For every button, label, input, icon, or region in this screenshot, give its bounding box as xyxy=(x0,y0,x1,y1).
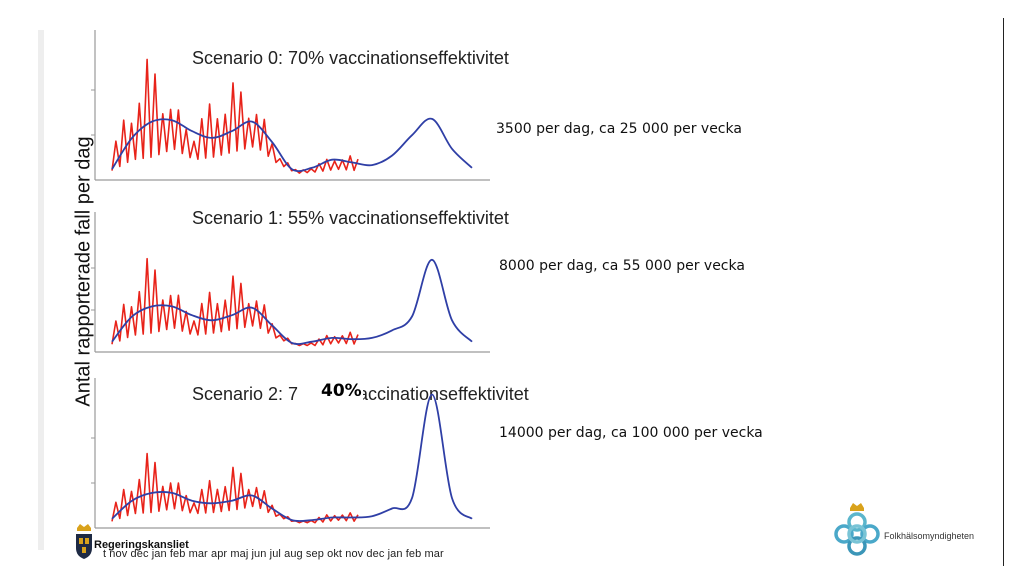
right-border-line xyxy=(1003,18,1004,566)
model-curve-2 xyxy=(111,393,473,522)
model-curve-0 xyxy=(111,117,473,172)
x-axis-month-labels: t nov dec jan feb mar apr maj jun jul au… xyxy=(103,548,444,560)
y-axis-label: Antal rapporterade fall per dag xyxy=(72,136,95,407)
model-curve-1 xyxy=(111,258,473,345)
crown-shield-icon xyxy=(76,524,92,559)
observed-cases-line-0 xyxy=(111,58,359,174)
chart-title-0: Scenario 0: 70% vaccinationseffektivitet xyxy=(192,48,509,68)
regeringskansliet-logo-text: Regeringskansliet xyxy=(94,539,189,551)
chart-title-rest-2: accinationseffektivitet xyxy=(358,384,529,404)
annotation-scenario-2: 14000 per dag, ca 100 000 per vecka xyxy=(499,425,763,441)
annotation-scenario-1: 8000 per dag, ca 55 000 per vecka xyxy=(499,258,745,274)
overlay-40-percent: 40% xyxy=(320,381,363,401)
folkhalsomyndigheten-logo-text: Folkhälsomyndigheten xyxy=(884,531,975,541)
chart-title-1: Scenario 1: 55% vaccinationseffektivitet xyxy=(192,208,509,228)
chart-title-2: Scenario 2: 7 xyxy=(192,384,298,404)
annotation-scenario-0: 3500 per dag, ca 25 000 per vecka xyxy=(496,121,742,137)
left-fade xyxy=(38,30,44,550)
folkhalsomyndigheten-logo-icon xyxy=(834,503,880,556)
observed-cases-line-1 xyxy=(111,257,359,347)
observed-cases-line-2 xyxy=(111,452,359,524)
